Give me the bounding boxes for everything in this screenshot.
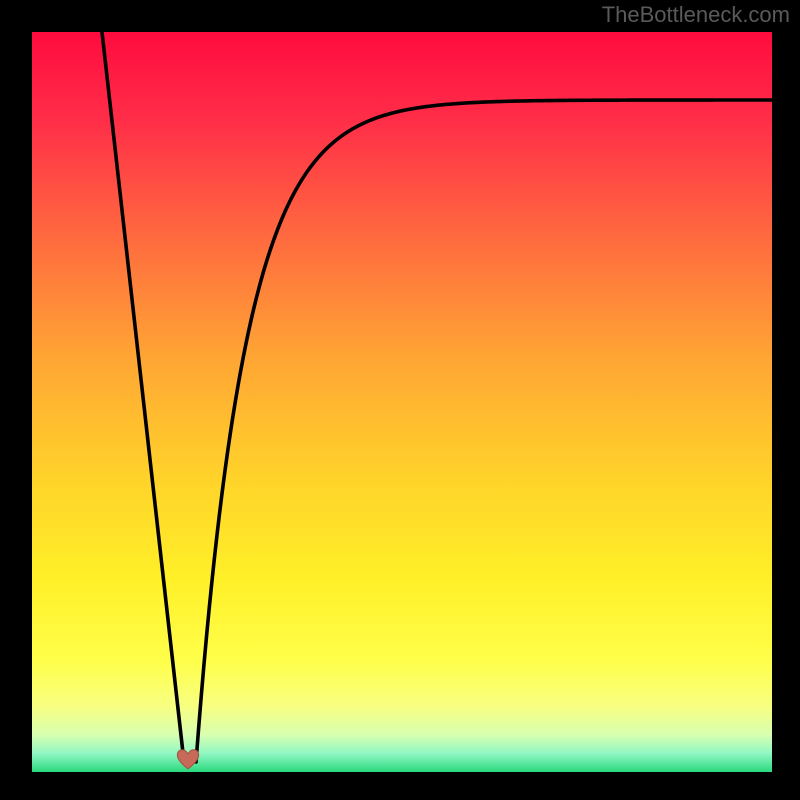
plot-area bbox=[32, 32, 772, 772]
chart-outer-frame: TheBottleneck.com bbox=[0, 0, 800, 800]
watermark-text: TheBottleneck.com bbox=[602, 2, 790, 28]
heart-marker bbox=[175, 746, 201, 772]
curve-layer bbox=[32, 32, 772, 772]
